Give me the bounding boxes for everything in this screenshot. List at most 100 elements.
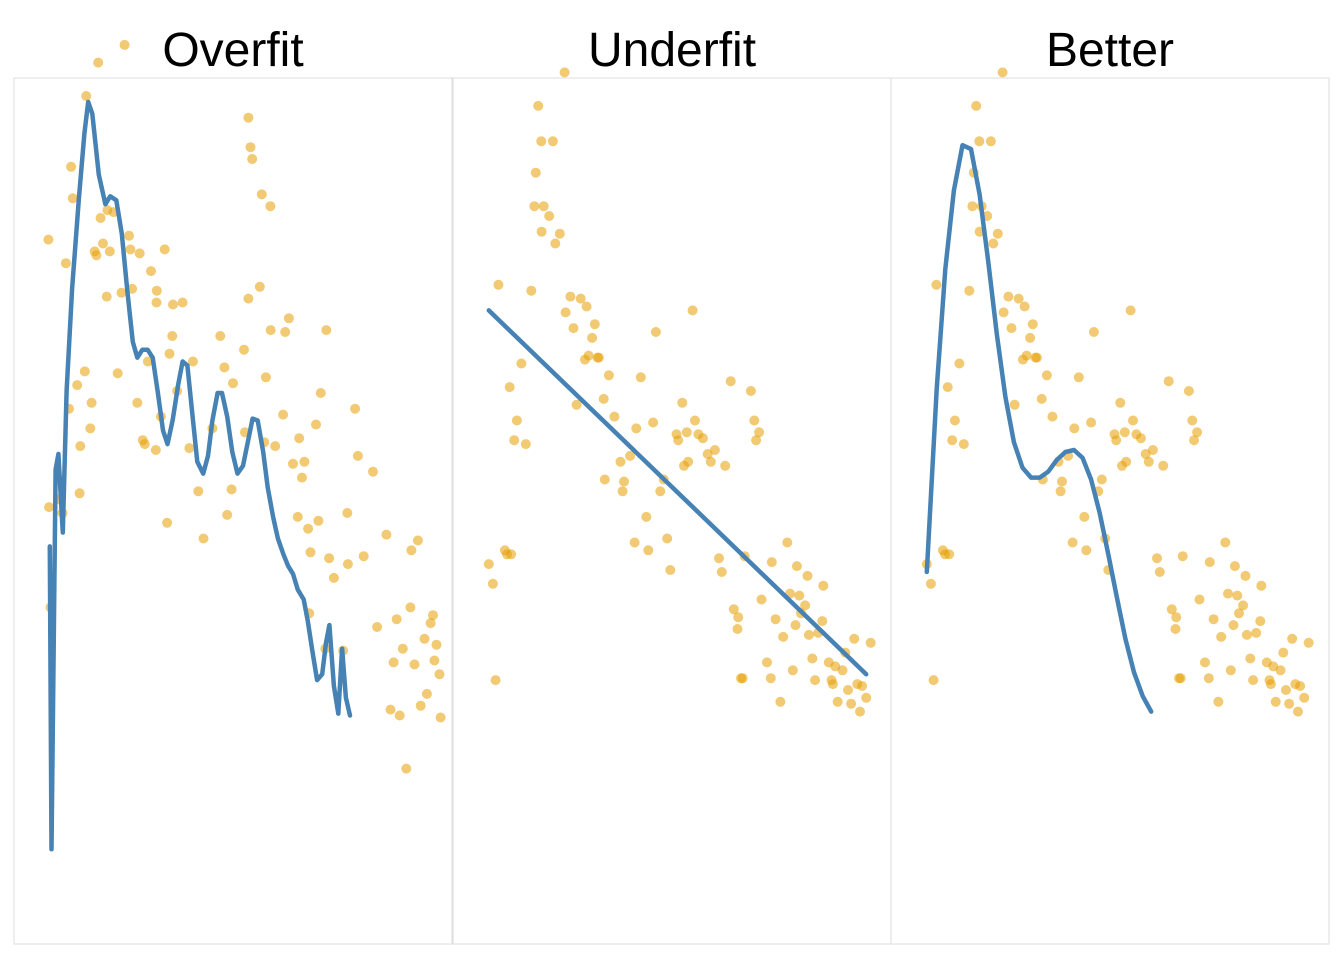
data-point — [587, 332, 598, 343]
data-point — [745, 386, 756, 396]
data-point — [164, 348, 175, 359]
data-point — [247, 154, 258, 164]
data-point — [313, 515, 324, 526]
data-point — [490, 675, 501, 686]
data-point — [292, 511, 303, 522]
data-point — [1295, 681, 1306, 691]
data-point — [974, 136, 985, 147]
data-point — [342, 508, 353, 518]
data-point — [598, 393, 609, 404]
data-point — [705, 456, 716, 467]
data-point — [775, 696, 786, 707]
data-point — [1192, 427, 1203, 438]
data-point — [270, 441, 281, 452]
data-point — [1025, 332, 1036, 343]
data-point — [1031, 352, 1042, 363]
data-point — [1275, 665, 1286, 676]
data-point — [1069, 423, 1080, 434]
data-point — [782, 537, 793, 548]
data-point — [381, 529, 392, 540]
data-point — [397, 643, 408, 654]
data-point — [1248, 675, 1259, 686]
data-point — [1079, 511, 1090, 522]
data-point — [865, 637, 876, 648]
data-point — [631, 423, 642, 434]
data-point — [139, 439, 150, 450]
data-point — [599, 474, 610, 485]
data-point — [536, 136, 547, 147]
data-point — [151, 297, 162, 308]
data-point — [716, 567, 727, 577]
data-point — [352, 450, 363, 461]
data-point — [134, 248, 145, 259]
data-point — [992, 228, 1003, 239]
data-point — [583, 350, 594, 361]
data-point — [827, 679, 838, 690]
data-point — [1128, 415, 1138, 426]
data-point — [971, 100, 982, 111]
data-point — [1036, 393, 1047, 404]
data-point — [526, 285, 537, 296]
data-point — [677, 397, 688, 408]
data-point — [1067, 537, 1078, 548]
data-point — [568, 323, 579, 334]
data-point — [239, 344, 249, 355]
data-point — [43, 234, 54, 245]
data-point — [751, 435, 762, 446]
data-point — [550, 238, 561, 249]
data-point — [256, 189, 267, 200]
data-point — [861, 692, 872, 703]
data-point — [1143, 456, 1154, 467]
data-point — [837, 665, 848, 676]
data-point — [72, 380, 83, 391]
data-point — [529, 201, 540, 212]
data-point — [93, 57, 104, 68]
data-point — [967, 201, 978, 212]
data-point — [778, 631, 789, 642]
data-point — [1265, 679, 1276, 690]
data-point — [412, 535, 423, 546]
data-point — [1287, 633, 1298, 644]
data-point — [305, 547, 316, 558]
data-point — [697, 433, 708, 444]
data-point — [533, 100, 544, 111]
data-point — [1255, 616, 1266, 627]
data-point — [683, 456, 694, 467]
data-point — [925, 578, 936, 589]
data-point — [280, 327, 291, 337]
data-point — [1021, 350, 1032, 361]
data-point — [342, 559, 353, 570]
data-point — [44, 502, 55, 513]
panel-title-underfit: Underfit — [588, 24, 756, 77]
data-point — [1270, 696, 1281, 707]
data-point — [617, 486, 628, 497]
data-point — [536, 226, 547, 237]
data-point — [504, 382, 515, 393]
data-point — [198, 533, 209, 544]
fit-line — [486, 308, 869, 677]
data-point — [394, 710, 405, 721]
data-point — [1171, 612, 1182, 623]
data-point — [998, 307, 1009, 318]
data-point — [1055, 486, 1066, 497]
data-point — [1281, 685, 1291, 695]
data-point — [589, 319, 600, 330]
data-point — [985, 136, 996, 147]
data-point — [1111, 435, 1122, 446]
data-point — [1166, 604, 1177, 615]
data-point — [1194, 594, 1205, 605]
data-point — [167, 331, 178, 341]
data-point — [958, 439, 969, 450]
data-point — [725, 376, 736, 387]
data-point — [603, 370, 614, 381]
data-point — [350, 403, 361, 414]
data-point — [1203, 673, 1214, 684]
data-point — [1213, 696, 1224, 707]
data-point — [538, 201, 549, 212]
data-point — [732, 624, 743, 634]
data-point — [609, 411, 620, 422]
data-point — [714, 553, 724, 564]
data-point — [749, 415, 760, 426]
data-point — [66, 161, 77, 172]
